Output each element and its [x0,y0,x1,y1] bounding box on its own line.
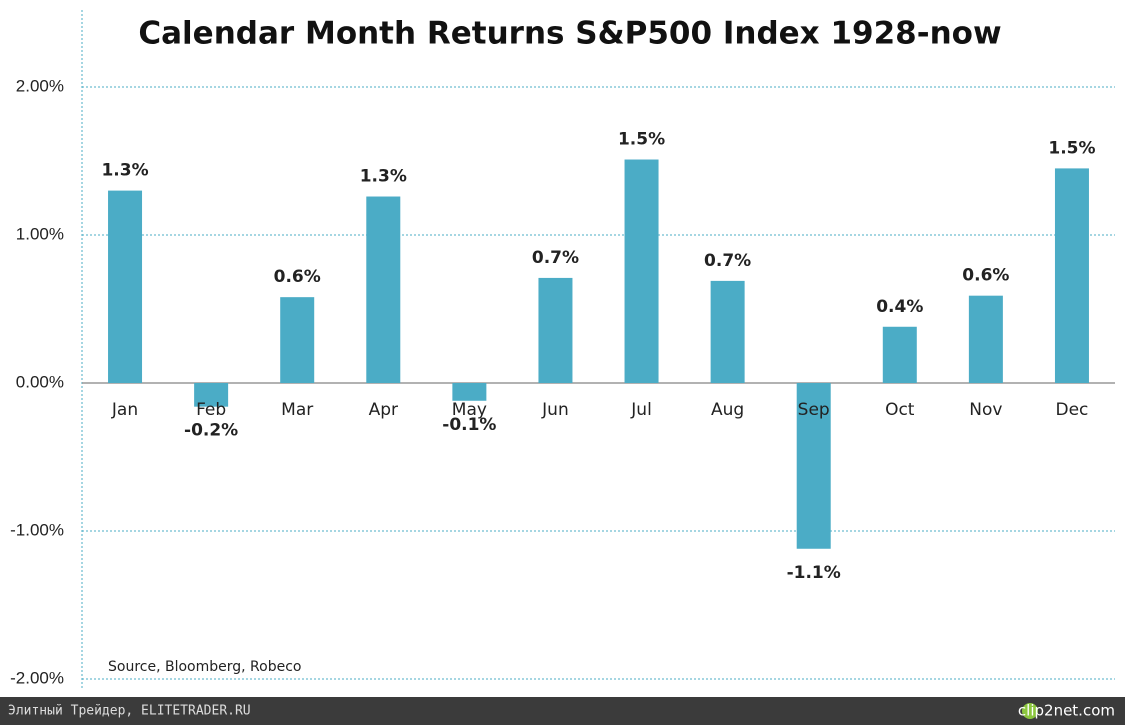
value-label: 0.6% [274,267,321,287]
x-tick-label: Mar [281,400,313,420]
bar [710,280,745,383]
y-tick-label: 0.00% [16,372,64,391]
bar [796,383,831,549]
x-tick-label: Jun [541,400,569,420]
bar [968,295,1003,383]
x-tick-label: Apr [369,400,398,420]
value-label: 0.7% [704,251,751,271]
bar [366,196,401,383]
value-label: 1.3% [101,161,148,181]
chart-title: Calendar Month Returns S&P500 Index 1928… [138,16,1001,52]
value-label: 0.6% [962,266,1009,286]
footer-logo [1022,703,1038,719]
source-note: Source, Bloomberg, Robeco [108,659,301,675]
value-label: 1.5% [1048,138,1095,158]
x-tick-label: Nov [969,400,1002,420]
x-tick-label: Sep [798,400,830,420]
value-label: -0.1% [442,415,496,435]
value-label: 1.5% [618,130,665,150]
x-tick-label: Jul [630,400,652,420]
value-label: 0.4% [876,297,923,317]
bar [1054,168,1089,383]
value-label: 1.3% [360,167,407,187]
bar [108,190,143,383]
y-tick-label: -2.00% [10,668,64,687]
y-tick-label: 1.00% [16,224,64,243]
x-tick-label: May [452,400,487,420]
value-label: 0.7% [532,248,579,268]
footer-right: clip2net.com [1018,702,1115,720]
bar [280,297,315,383]
x-tick-label: Feb [196,400,226,420]
y-tick-label: 2.00% [16,76,64,95]
value-label: -1.1% [787,563,841,583]
value-label: -0.2% [184,421,238,441]
x-tick-label: Oct [885,400,915,420]
bar [538,277,573,383]
bar [452,383,487,401]
y-tick-label: -1.00% [10,520,64,539]
x-tick-label: Aug [711,400,744,420]
x-tick-label: Jan [111,400,138,420]
x-tick-label: Dec [1056,400,1089,420]
footer-bar [0,697,1125,725]
footer-left: Элитный Трейдер, ELITETRADER.RU [8,704,251,719]
bar [194,383,229,407]
bar [624,159,659,383]
bar [882,326,917,383]
